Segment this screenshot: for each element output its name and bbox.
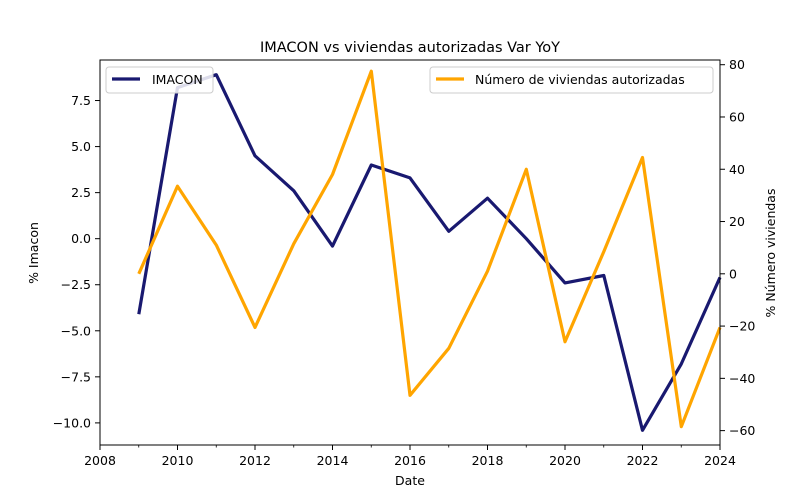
series-line-viviendas [137,69,722,429]
y-right-tick-label: 80 [729,57,745,72]
y-left-tick-label: 2.5 [71,185,91,200]
axes: 2008 2010 2012 2014 2016 2018 2020 2022 2024 −10.… [53,57,756,468]
x-axis-label: Date [395,473,425,488]
y-right-tick-label: 20 [729,214,745,229]
x-tick-label: 2014 [317,453,349,468]
x-tick-label: 2018 [472,453,504,468]
y-left-tick-label: −7.5 [61,369,91,384]
series-line-imacon [137,73,722,432]
y-right-tick-label: −20 [729,319,755,334]
chart-title: IMACON vs viviendas autorizadas Var YoY [260,40,560,56]
x-tick-label: 2016 [394,453,426,468]
legend-label-imacon: IMACON [152,72,203,87]
x-tick-label: 2008 [84,453,116,468]
plot-area [137,69,722,432]
y-left-tick-label: 0.0 [71,231,91,246]
y-left-tick-label: −5.0 [61,323,91,338]
y-axis-left-label: % Imacon [26,222,41,284]
y-right-tick-label: 40 [729,162,745,177]
y-right-tick-label: −40 [729,371,755,386]
y-right-tick-label: 0 [729,266,737,281]
y-right-tick-label: −60 [729,423,755,438]
y-left-tick-label: 5.0 [71,139,91,154]
x-tick-label: 2020 [549,453,581,468]
x-tick-label: 2010 [162,453,194,468]
y-axis-right-label: % Número viviendas [763,189,778,318]
y-right-tick-label: 60 [729,109,745,124]
legend-label-viviendas: Número de viviendas autorizadas [475,72,685,87]
legend-imacon: IMACON [105,66,214,94]
y-left-tick-label: 7.5 [71,93,91,108]
legend-viviendas: Número de viviendas autorizadas [429,66,714,94]
y-left-tick-label: −2.5 [61,277,91,292]
x-tick-label: 2012 [239,453,271,468]
x-tick-label: 2024 [704,453,736,468]
y-left-tick-label: −10.0 [53,415,91,430]
x-tick-label: 2022 [627,453,659,468]
